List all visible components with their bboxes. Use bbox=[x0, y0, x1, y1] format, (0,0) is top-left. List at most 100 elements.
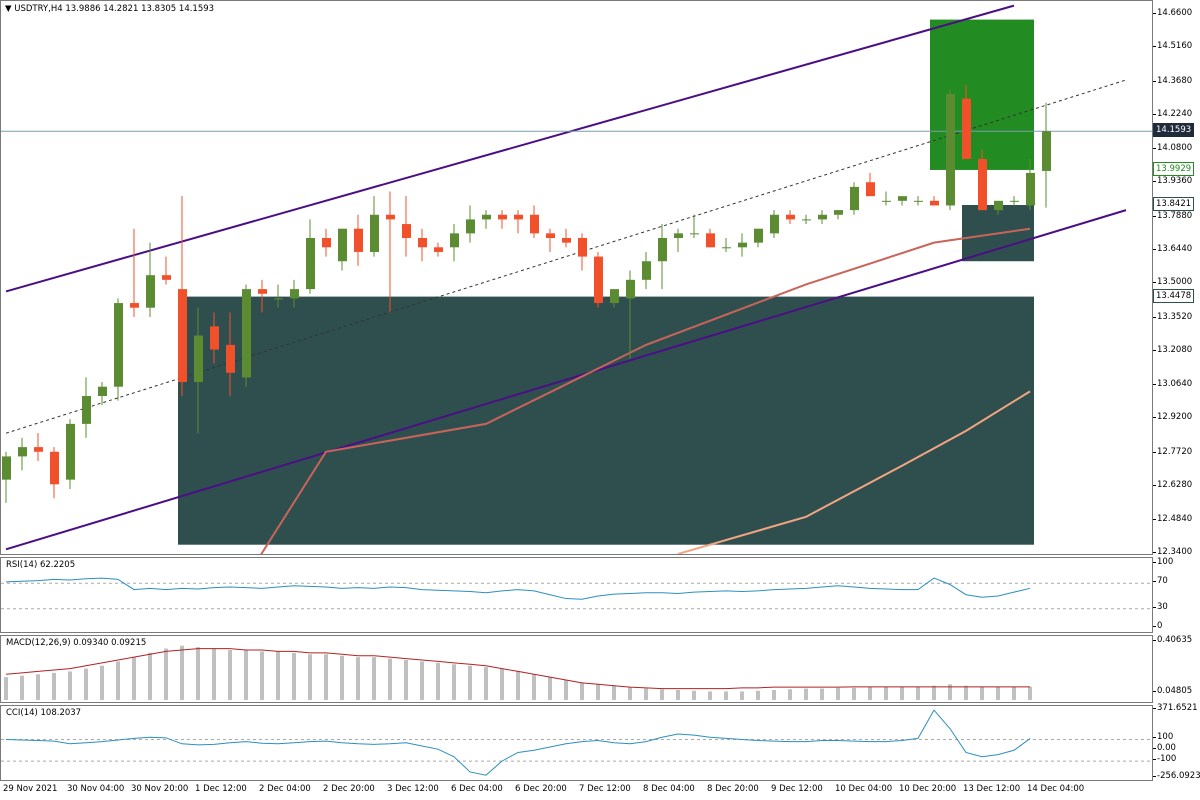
candle-body bbox=[642, 261, 651, 280]
candle-body bbox=[98, 386, 107, 396]
time-tick-label: 3 Dec 12:00 bbox=[387, 784, 439, 794]
cci-canvas bbox=[1, 709, 1152, 776]
macd-histogram-bar bbox=[196, 647, 200, 700]
candle-body bbox=[82, 396, 91, 424]
current-price-label: 14.1593 bbox=[1153, 123, 1195, 138]
macd-histogram-bar bbox=[900, 686, 904, 700]
channel-mid-line bbox=[5, 79, 1127, 434]
candle-body bbox=[994, 200, 1003, 211]
macd-histogram-bar bbox=[964, 685, 968, 700]
macd-histogram-bar bbox=[852, 687, 856, 700]
candle-body bbox=[162, 275, 171, 280]
rsi-pane[interactable]: RSI(14) 62.2205 bbox=[0, 557, 1153, 633]
macd-histogram-bar bbox=[4, 677, 8, 700]
macd-histogram-bar bbox=[20, 675, 24, 700]
macd-histogram-bar bbox=[948, 684, 952, 700]
macd-header: MACD(12,26,9) 0.09340 0.09215 bbox=[6, 638, 147, 648]
macd-histogram-bar bbox=[932, 685, 936, 700]
candle-body bbox=[722, 247, 731, 249]
macd-histogram-bar bbox=[292, 652, 296, 700]
candle-body bbox=[834, 210, 843, 215]
price-chart-pane[interactable]: ▼ USDTRY,H4 13.9886 14.2821 13.8305 14.1… bbox=[0, 0, 1153, 555]
macd-histogram-bar bbox=[676, 690, 680, 700]
candle-body bbox=[322, 238, 331, 248]
candle-body bbox=[18, 447, 27, 457]
rsi-axis: 100 70 30 0 bbox=[1152, 557, 1200, 633]
rsi-header: RSI(14) 62.2205 bbox=[6, 560, 76, 570]
candle-body bbox=[466, 219, 475, 234]
rsi-tick-label: 0 bbox=[1152, 621, 1163, 631]
zone-rectangle bbox=[930, 19, 1034, 170]
candle-body bbox=[498, 214, 507, 220]
candle-body bbox=[354, 228, 363, 252]
price-tick-label: 14.6600 bbox=[1152, 7, 1193, 18]
rsi-line bbox=[5, 577, 1031, 600]
macd-histogram-bar bbox=[500, 668, 504, 700]
candle-body bbox=[274, 298, 283, 300]
cci-tick-label: 100 bbox=[1152, 732, 1174, 743]
candle-body bbox=[658, 238, 667, 262]
level-label-lower: 13.4478 bbox=[1153, 288, 1195, 303]
macd-histogram-bar bbox=[564, 680, 568, 700]
macd-histogram-bar bbox=[68, 671, 72, 700]
candle-body bbox=[530, 214, 539, 234]
macd-histogram-bar bbox=[756, 690, 760, 700]
macd-histogram-bar bbox=[548, 677, 552, 700]
candle-body bbox=[866, 182, 875, 197]
cci-tick-label: 371.6521 bbox=[1153, 703, 1198, 714]
macd-histogram-bar bbox=[404, 660, 408, 700]
candle-body bbox=[258, 289, 267, 294]
candle-body bbox=[514, 214, 523, 220]
candle-body bbox=[818, 214, 827, 220]
macd-histogram-bar bbox=[612, 685, 616, 700]
macd-histogram-bar bbox=[1028, 686, 1032, 700]
candle-body bbox=[674, 233, 683, 238]
candle-body bbox=[882, 200, 891, 202]
macd-histogram-bar bbox=[884, 687, 888, 700]
candle-body bbox=[306, 238, 315, 290]
macd-pane[interactable]: MACD(12,26,9) 0.09340 0.09215 bbox=[0, 635, 1153, 703]
macd-signal-line bbox=[5, 648, 1031, 690]
channel-lower-line bbox=[5, 209, 1127, 551]
candle-body bbox=[786, 214, 795, 220]
symbol-header: ▼ USDTRY,H4 13.9886 14.2821 13.8305 14.1… bbox=[5, 4, 214, 14]
macd-histogram-bar bbox=[788, 689, 792, 700]
time-axis[interactable]: 29 Nov 2021 30 Nov 04:00 30 Nov 20:00 1 Dec… bbox=[0, 781, 1153, 800]
macd-histogram-bar bbox=[836, 687, 840, 700]
macd-tick-label: 0.04805 bbox=[1152, 686, 1193, 697]
candle-body bbox=[66, 423, 75, 480]
candle-body bbox=[962, 98, 971, 159]
macd-histogram-bar bbox=[276, 651, 280, 700]
time-tick-label: 2 Dec 04:00 bbox=[259, 784, 311, 794]
time-tick-label: 7 Dec 12:00 bbox=[579, 784, 631, 794]
candle-body bbox=[930, 200, 939, 206]
macd-histogram-bar bbox=[532, 674, 536, 700]
candle-body bbox=[402, 224, 411, 238]
rsi-canvas bbox=[1, 577, 1152, 610]
candle-body bbox=[898, 196, 907, 201]
time-tick-label: 30 Nov 20:00 bbox=[131, 784, 189, 794]
cci-pane[interactable]: CCI(14) 108.2037 bbox=[0, 705, 1153, 781]
macd-histogram-bar bbox=[996, 686, 1000, 700]
price-tick-label: 12.7720 bbox=[1152, 446, 1193, 457]
time-tick-label: 1 Dec 12:00 bbox=[195, 784, 247, 794]
candle-body bbox=[114, 303, 123, 387]
triangle-down-icon[interactable]: ▼ bbox=[5, 4, 12, 14]
cci-line bbox=[5, 709, 1031, 776]
candle-body bbox=[1042, 131, 1051, 171]
price-tick-label: 14.0800 bbox=[1152, 142, 1193, 153]
candle-body bbox=[290, 289, 299, 299]
price-tick-label: 13.7880 bbox=[1152, 210, 1193, 221]
time-tick-label: 9 Dec 12:00 bbox=[771, 784, 823, 794]
macd-histogram-bar bbox=[580, 682, 584, 700]
macd-histogram-bar bbox=[644, 688, 648, 700]
macd-histogram-bar bbox=[244, 650, 248, 700]
price-tick-label: 13.0640 bbox=[1152, 378, 1193, 389]
candle-body bbox=[146, 275, 155, 308]
cci-tick-label: -100 bbox=[1152, 754, 1177, 765]
price-axis[interactable]: 14.6600 14.5160 14.3680 14.2240 14.0800 13.93… bbox=[1152, 0, 1200, 557]
candle-body bbox=[1026, 172, 1035, 206]
macd-histogram-bar bbox=[420, 661, 424, 700]
price-tick-label: 12.4840 bbox=[1152, 513, 1193, 524]
price-tick-label: 14.5160 bbox=[1152, 41, 1193, 52]
